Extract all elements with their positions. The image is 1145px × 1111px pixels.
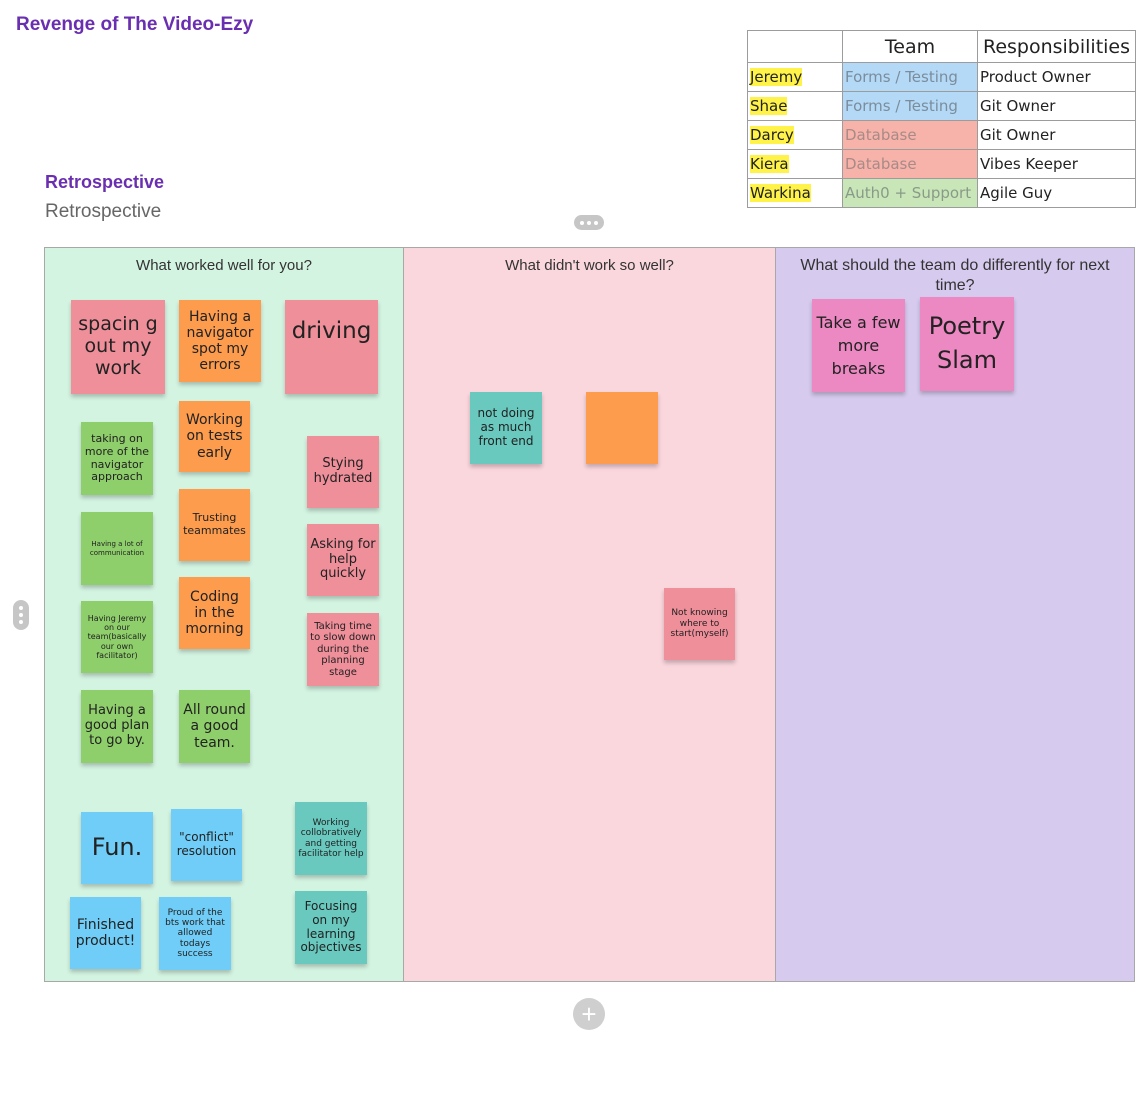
team-table-row: Warkina Auth0 + Support Agile Guy [747, 178, 1136, 208]
team-table-row: Shae Forms / Testing Git Owner [747, 91, 1136, 121]
column-header: What worked well for you? [136, 257, 312, 274]
team-table[interactable]: Team Responsibilities Jeremy Forms / Tes… [747, 30, 1136, 208]
member-name-cell: Warkina [747, 178, 843, 208]
member-role-cell: Git Owner [977, 91, 1136, 121]
sticky-note[interactable]: Fun. [81, 812, 153, 884]
frame-subtitle: Retrospective [45, 201, 162, 222]
column-header: What didn't work so well? [505, 257, 674, 274]
plus-icon[interactable]: + [573, 998, 605, 1030]
member-team-cell: Forms / Testing [842, 62, 978, 92]
sticky-note[interactable]: Having a lot of communication [81, 512, 153, 585]
member-name: Jeremy [750, 68, 803, 86]
sticky-note[interactable]: All round a good team. [179, 690, 250, 763]
sticky-note[interactable]: Focusing on my learning objectives [295, 891, 367, 964]
team-table-row: Jeremy Forms / Testing Product Owner [747, 62, 1136, 92]
sticky-note[interactable]: Working collobratively and getting facil… [295, 802, 367, 875]
member-name: Warkina [750, 184, 811, 202]
member-team-cell: Forms / Testing [842, 91, 978, 121]
team-table-header-name [747, 30, 843, 63]
member-name: Darcy [750, 126, 794, 144]
member-name-cell: Jeremy [747, 62, 843, 92]
sticky-note[interactable]: Asking for help quickly [307, 524, 379, 596]
member-name-cell: Darcy [747, 120, 843, 150]
member-name-cell: Shae [747, 91, 843, 121]
sticky-note[interactable]: not doing as much front end [470, 392, 542, 464]
sticky-note[interactable]: Having a navigator spot my errors [179, 300, 261, 382]
sticky-note[interactable]: Finished product! [70, 897, 141, 969]
column-header: What should the team do differently for … [800, 257, 1110, 294]
member-role-cell: Agile Guy [977, 178, 1136, 208]
member-team-cell: Database [842, 149, 978, 179]
sticky-note[interactable]: Coding in the morning [179, 577, 250, 649]
sticky-note[interactable]: Not knowing where to start(myself) [664, 588, 735, 660]
sticky-note[interactable]: Stying hydrated [307, 436, 379, 508]
member-name: Kiera [750, 155, 789, 173]
team-table-header-team: Team [842, 30, 978, 63]
team-table-row: Kiera Database Vibes Keeper [747, 149, 1136, 179]
member-team-cell: Database [842, 120, 978, 150]
sticky-note[interactable]: Trusting teammates [179, 489, 250, 561]
team-table-header-responsibilities: Responsibilities [977, 30, 1136, 63]
sticky-note[interactable]: Proud of the bts work that allowed today… [159, 897, 231, 970]
frame-title: Retrospective [45, 172, 165, 192]
member-team-cell: Auth0 + Support [842, 178, 978, 208]
sticky-note[interactable]: Working on tests early [179, 401, 250, 472]
sticky-note[interactable]: Take a few more breaks [812, 299, 905, 392]
member-name: Shae [750, 97, 788, 115]
board-title: Revenge of The Video-Ezy [16, 14, 254, 35]
sticky-note[interactable]: "conflict" resolution [171, 809, 242, 881]
sticky-note[interactable]: spacin g out my work [71, 300, 165, 394]
vertical-dots-icon[interactable] [13, 600, 29, 630]
sticky-note[interactable]: Having Jeremy on our team(basically our … [81, 601, 153, 673]
sticky-note[interactable] [586, 392, 658, 464]
team-table-header-row: Team Responsibilities [747, 30, 1136, 63]
sticky-note[interactable]: driving [285, 300, 378, 394]
member-role-cell: Git Owner [977, 120, 1136, 150]
sticky-note[interactable]: Taking time to slow down during the plan… [307, 613, 379, 686]
member-name-cell: Kiera [747, 149, 843, 179]
sticky-note[interactable]: Having a good plan to go by. [81, 690, 153, 763]
horizontal-dots-icon[interactable] [574, 215, 604, 230]
member-role-cell: Vibes Keeper [977, 149, 1136, 179]
sticky-note[interactable]: Poetry Slam [920, 297, 1014, 391]
team-table-row: Darcy Database Git Owner [747, 120, 1136, 150]
member-role-cell: Product Owner [977, 62, 1136, 92]
sticky-note[interactable]: taking on more of the navigator approach [81, 422, 153, 495]
